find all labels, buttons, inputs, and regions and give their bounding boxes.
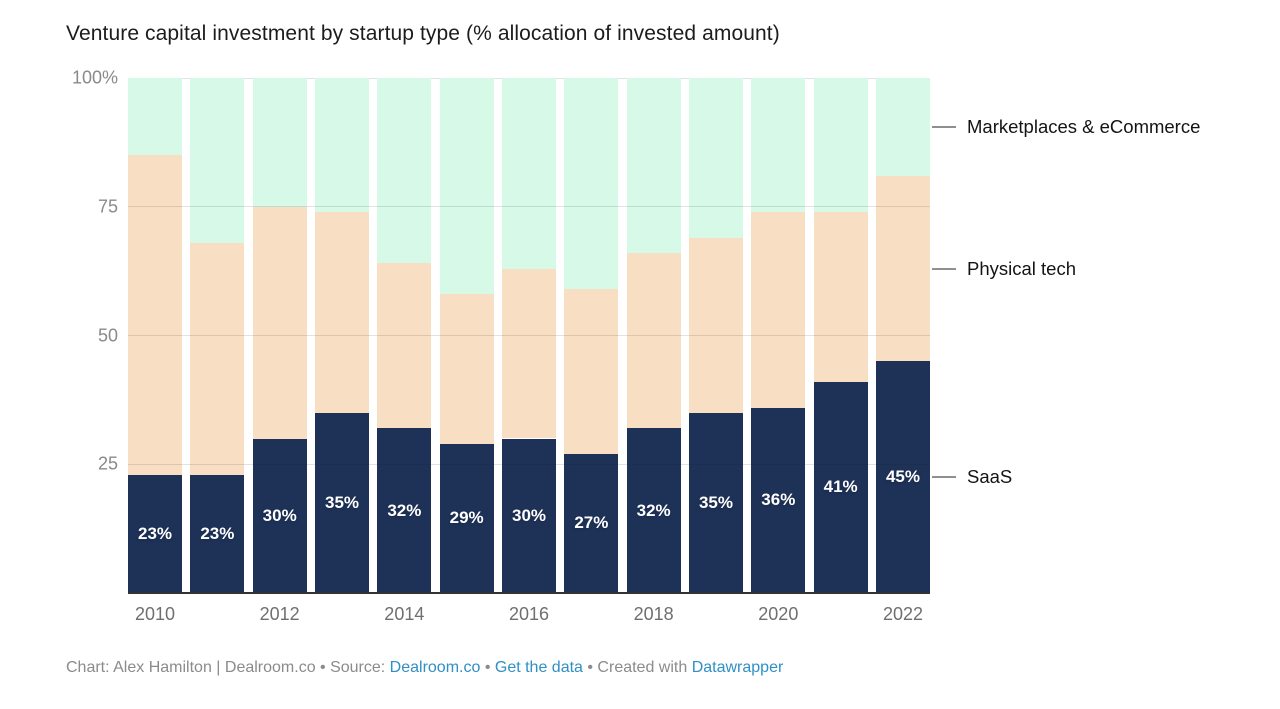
x-tick-2020: 2020 [758,604,799,624]
bar-value-label-2011: 23% [200,523,235,543]
bar-2014-saas[interactable] [377,428,432,593]
bar-2010-marketplaces-ecommerce[interactable] [128,78,183,156]
bar-2019-saas[interactable] [688,412,743,593]
bar-2012-saas[interactable] [252,438,307,593]
x-tick-2012: 2012 [259,604,300,624]
bar-value-label-2015: 29% [449,508,484,528]
bar-2010-saas[interactable] [128,474,183,593]
gridline-50 [128,335,930,336]
bar-2013-saas[interactable] [314,412,369,593]
bar-value-label-2013: 35% [324,492,360,512]
bar-2020-marketplaces-ecommerce[interactable] [751,78,806,212]
bar-2016-saas[interactable] [501,438,556,593]
legend-tick-marketplaces-ecommerce [932,125,956,128]
bar-2020-physical-tech[interactable] [751,211,806,408]
bar-2011-physical-tech[interactable] [190,242,245,475]
bar-2018-marketplaces-ecommerce[interactable] [626,78,681,254]
bar-2017-saas[interactable] [564,453,619,593]
legend-label-marketplaces-ecommerce: Marketplaces & eCommerce [967,115,1201,137]
bar-2012-physical-tech[interactable] [252,206,307,439]
bar-value-label-2016: 30% [511,505,547,525]
x-tick-2022: 2022 [882,604,924,624]
bar-2021-marketplaces-ecommerce[interactable] [813,78,868,212]
bar-2016-physical-tech[interactable] [501,268,556,439]
bar-value-label-2017: 27% [574,513,609,533]
footer-text: • [480,659,495,676]
y-tick-100: 100% [71,67,118,88]
bar-2014-marketplaces-ecommerce[interactable] [377,78,432,264]
x-axis-baseline [128,592,930,594]
legend-label-saas: SaaS [967,466,1013,488]
bar-2014-physical-tech[interactable] [377,263,432,429]
bar-2022-physical-tech[interactable] [875,175,930,362]
footer-link-datawrapper[interactable]: Datawrapper [691,659,784,676]
footer-text: Chart: Alex Hamilton | Dealroom.co • Sou… [66,659,390,676]
bar-2022-marketplaces-ecommerce[interactable] [875,78,930,176]
footer-text: • Created with [582,659,692,676]
x-tick-2014: 2014 [384,604,425,624]
chart-footer: Chart: Alex Hamilton | Dealroom.co • Sou… [66,659,783,677]
bar-2017-physical-tech[interactable] [564,289,619,454]
bar-2018-saas[interactable] [626,428,681,593]
bar-2011-marketplaces-ecommerce[interactable] [190,78,245,243]
bar-2015-saas[interactable] [439,443,494,593]
bar-2020-saas[interactable] [751,407,806,593]
bar-value-label-2010: 23% [137,523,173,543]
y-tick-25: 25 [97,453,118,474]
bar-2021-physical-tech[interactable] [813,211,868,382]
y-tick-75: 75 [97,196,118,217]
bar-2011-saas[interactable] [190,474,245,593]
footer-link-get-the-data[interactable]: Get the data [494,659,583,676]
gridline-75 [128,206,930,208]
legend-label-physical-tech: Physical tech [967,257,1076,279]
chart-title: Venture capital investment by startup ty… [66,22,780,45]
bar-value-label-2021: 41% [823,477,858,497]
x-tick-2016: 2016 [508,604,550,624]
bar-2012-marketplaces-ecommerce[interactable] [252,78,307,207]
bar-2017-marketplaces-ecommerce[interactable] [564,78,619,290]
bar-2021-saas[interactable] [813,381,868,593]
footer-link-dealroom-co[interactable]: Dealroom.co [389,659,481,676]
bar-value-label-2014: 32% [387,500,422,520]
bar-2019-physical-tech[interactable] [688,237,743,413]
bar-value-label-2020: 36% [761,490,796,510]
bar-2022-saas[interactable] [875,361,930,593]
bar-2019-marketplaces-ecommerce[interactable] [688,78,743,238]
x-tick-2018: 2018 [633,604,674,624]
bar-2010-physical-tech[interactable] [128,155,183,475]
bar-value-label-2022: 45% [885,467,920,487]
bar-2018-physical-tech[interactable] [626,253,681,429]
bar-value-label-2018: 32% [636,500,671,520]
legend-tick-saas [932,476,956,479]
bar-value-label-2019: 35% [698,492,733,512]
bar-value-label-2012: 30% [262,505,297,525]
gridline-25 [128,463,930,465]
x-tick-2010: 2010 [134,604,176,624]
y-tick-50: 50 [97,325,118,345]
bar-2015-marketplaces-ecommerce[interactable] [439,78,494,295]
bar-2016-marketplaces-ecommerce[interactable] [501,78,556,269]
bar-2015-physical-tech[interactable] [439,294,494,444]
legend-tick-physical-tech [932,267,956,270]
bar-2013-marketplaces-ecommerce[interactable] [314,78,369,212]
bar-2013-physical-tech[interactable] [314,211,369,413]
